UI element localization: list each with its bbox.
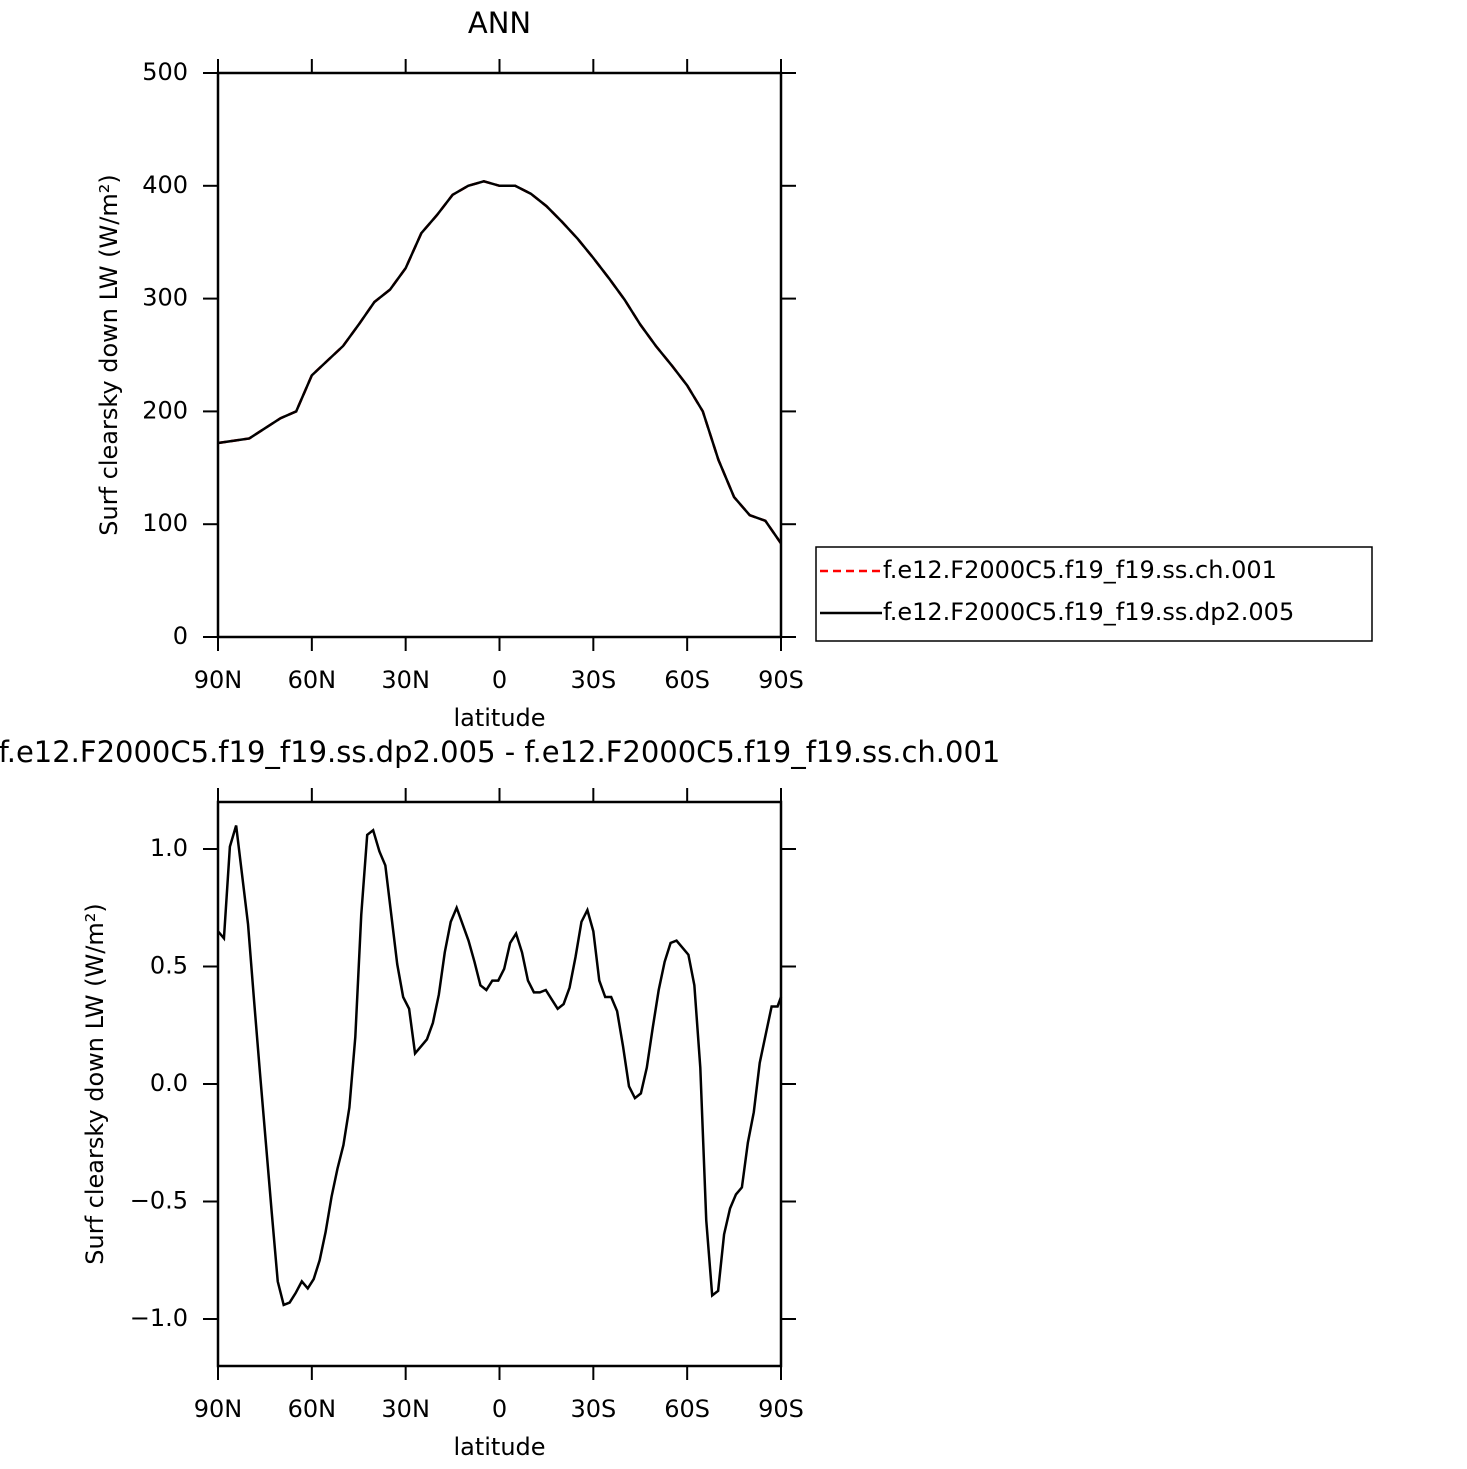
y-tick-label: 100 [142, 509, 188, 537]
legend-label: f.e12.F2000C5.f19_f19.ss.dp2.005 [883, 598, 1294, 626]
x-tick-label: 30S [570, 666, 616, 694]
x-tick-label: 30N [381, 1395, 430, 1423]
y-axis-label: Surf clearsky down LW (W/m²) [95, 174, 123, 535]
x-axis-label: latitude [453, 704, 545, 732]
y-tick-label: 300 [142, 284, 188, 312]
x-tick-label: 60S [664, 666, 710, 694]
series-line [217, 179, 783, 545]
y-tick-label: 500 [142, 58, 188, 86]
y-tick-label: 0.5 [150, 952, 188, 980]
y-tick-label: −0.5 [130, 1187, 188, 1215]
y-tick-label: 1.0 [150, 834, 188, 862]
x-tick-label: 0 [492, 1395, 507, 1423]
y-tick-label: 0.0 [150, 1069, 188, 1097]
y-tick-label: 0 [173, 622, 188, 650]
x-tick-label: 90N [194, 1395, 243, 1423]
y-tick-label: −1.0 [130, 1304, 188, 1332]
x-tick-label: 90N [194, 666, 243, 694]
x-tick-label: 60N [288, 1395, 337, 1423]
chart-title: ANN [468, 6, 531, 40]
x-tick-label: 30N [381, 666, 430, 694]
series-line [217, 825, 783, 1307]
x-tick-label: 30S [570, 1395, 616, 1423]
series-line [217, 179, 783, 545]
x-tick-label: 60N [288, 666, 337, 694]
y-tick-label: 200 [142, 396, 188, 424]
x-axis-label: latitude [453, 1433, 545, 1461]
x-tick-label: 0 [492, 666, 507, 694]
legend-label: f.e12.F2000C5.f19_f19.ss.ch.001 [883, 556, 1277, 584]
y-axis-label: Surf clearsky down LW (W/m²) [81, 903, 109, 1264]
plot-frame [216, 800, 783, 1368]
plot-frame [216, 71, 783, 639]
chart-title: f.e12.F2000C5.f19_f19.ss.dp2.005 - f.e12… [0, 735, 1000, 769]
x-tick-label: 60S [664, 1395, 710, 1423]
x-tick-label: 90S [758, 1395, 804, 1423]
y-tick-label: 400 [142, 171, 188, 199]
x-tick-label: 90S [758, 666, 804, 694]
legend-box [815, 546, 1373, 642]
